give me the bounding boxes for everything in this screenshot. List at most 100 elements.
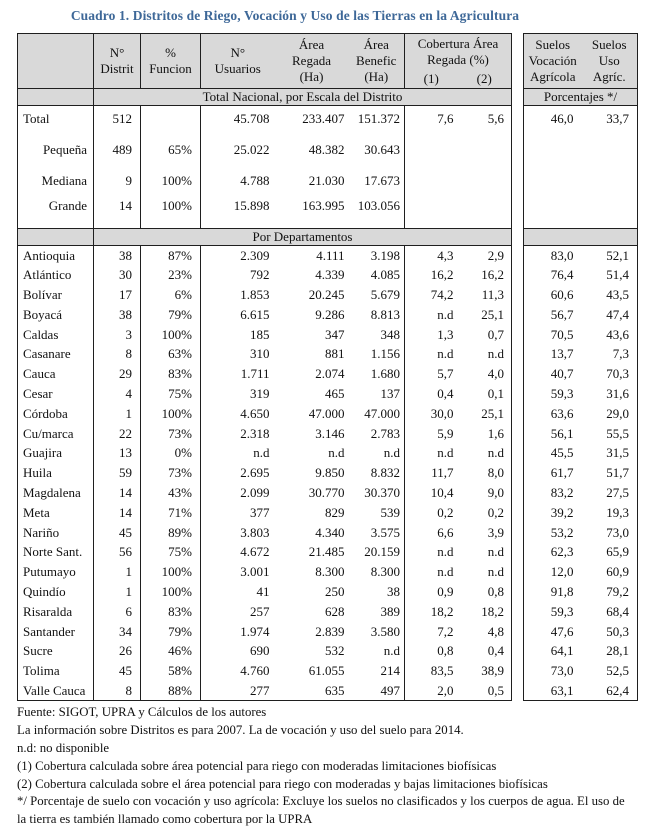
cobertura-subheaders: (1) (2): [405, 71, 511, 87]
area-beneficiada-cell: 214: [348, 661, 405, 682]
department-row: Norte Sant. 56 75% 4.672 21.485 20.159 n.d n.d: [17, 542, 512, 563]
department-row: 76,4 51,4: [524, 265, 638, 285]
area-regada-cell: 250: [325, 584, 345, 600]
suelos-vocacion-cell: 56,1: [550, 425, 574, 441]
col-header-suelos-uso: Suelos Uso Agríc.: [581, 33, 638, 89]
usuarios-cell: 792: [250, 267, 270, 283]
area-beneficiada-cell: 1.156: [348, 344, 405, 365]
footnote-asterisk: */ Porcentaje de suelo con vocación y us…: [17, 794, 625, 827]
national-row: Total 512 45.708 233.407 151.372 7,6 5,6: [17, 105, 512, 133]
department-row: Cu/marca 22 73% 2.318 3.146 2.783 5,9 1,6: [17, 423, 512, 444]
cobertura-2-cell: 1,6: [487, 425, 504, 441]
department-row: 45,5 31,5: [524, 443, 638, 463]
suelos-uso-cell: 7,3: [612, 346, 629, 362]
suelos-uso-cell: 68,4: [606, 603, 629, 619]
area-regada-cell: 4.111: [316, 247, 345, 263]
area-regada-cell: 4.340: [315, 524, 345, 540]
cobertura-2-cell: 0,7: [487, 326, 504, 342]
area-regada-cell: 532: [325, 643, 345, 659]
area-regada-cell: 9.850: [315, 465, 345, 481]
area-beneficiada-cell: 389: [348, 601, 405, 622]
row-label: Mediana: [17, 166, 94, 196]
distritos-cell: 1: [93, 582, 141, 602]
row-label: Cauca: [17, 364, 94, 385]
national-row: [524, 133, 638, 167]
section-title-departamentos: Por Departamentos: [93, 228, 512, 246]
usuarios-cell: 310: [250, 346, 270, 362]
national-row: [524, 167, 638, 196]
area-beneficiada-cell: 151.372: [348, 105, 405, 133]
suelos-uso-cell: 55,5: [606, 425, 629, 441]
funcionamiento-cell: [140, 215, 201, 229]
distritos-cell: 59: [93, 463, 141, 484]
area-regada-cell: 9.286: [315, 306, 345, 322]
department-row: 53,2 73,0: [524, 523, 638, 543]
cobertura-2-cell: 0,1: [487, 386, 504, 402]
national-row: Mediana 9 100% 4.788 21.030 17.673: [17, 166, 512, 196]
footnote-years: La información sobre Distritos es para 2…: [17, 723, 464, 738]
area-regada-cell: 628: [325, 603, 345, 619]
funcionamiento-cell: 88%: [140, 681, 201, 701]
suelos-vocacion-cell: 56,7: [550, 306, 574, 322]
department-row: 12,0 60,9: [524, 562, 638, 582]
area-beneficiada-cell: 47.000: [348, 403, 405, 424]
cobertura-1-cell: [405, 216, 458, 229]
department-row: Magdalena 14 43% 2.099 30.770 30.370 10,4 9,0: [17, 483, 512, 503]
cobertura-2-cell: 38,9: [481, 663, 504, 679]
cobertura-2-cell: 0,2: [487, 504, 504, 520]
row-label: Nariño: [17, 522, 94, 543]
area-beneficiada-cell: 3.575: [348, 522, 405, 543]
suelos-uso-cell: [582, 133, 638, 167]
suelos-vocacion-cell: 73,0: [550, 663, 574, 679]
usuarios-cell: [201, 216, 275, 229]
area-regada-cell: 30.770: [308, 485, 345, 501]
distritos-cell: 14: [93, 483, 141, 503]
section-row-nacional: Total Nacional, por Escala del Distrito: [17, 88, 512, 106]
area-regada-cell: 2.839: [315, 623, 345, 639]
area-beneficiada-cell: 3.580: [348, 621, 405, 642]
suelos-uso-cell: 51,4: [606, 267, 629, 283]
col-header-area-beneficiada: Área Benefic (Ha): [348, 33, 405, 89]
department-row: Quindío 1 100% 41 250 38 0,9 0,8: [17, 582, 512, 602]
cobertura-1-cell: 0,9: [437, 584, 454, 600]
suelos-uso-cell: [582, 167, 638, 196]
row-label: Sucre: [17, 641, 94, 662]
col-header-area-regada: Área Regada (Ha): [274, 33, 349, 89]
funcionamiento-cell: 0%: [140, 443, 201, 464]
row-label-header: [17, 33, 94, 89]
suelos-vocacion-cell: 76,4: [550, 267, 574, 283]
area-beneficiada-cell: n.d: [348, 641, 405, 662]
distritos-cell: 1: [93, 403, 141, 424]
funcionamiento-cell: 65%: [140, 132, 201, 167]
suelos-vocacion-cell: 62,3: [550, 544, 574, 560]
cobertura-1-cell: 2,0: [437, 682, 454, 698]
cobertura-2-cell: n.d: [487, 564, 504, 580]
cobertura-1-cell: 0,2: [437, 504, 454, 520]
area-regada-cell: 48.382: [308, 141, 345, 157]
area-beneficiada-cell: [348, 215, 405, 229]
funcionamiento-cell: 6%: [140, 285, 201, 305]
usuarios-cell: n.d: [253, 445, 270, 461]
row-label: Putumayo: [17, 562, 94, 583]
funcionamiento-cell: 100%: [140, 166, 201, 196]
funcionamiento-cell: 46%: [140, 641, 201, 662]
usuarios-cell: 185: [250, 326, 270, 342]
area-regada-cell: 635: [325, 682, 345, 698]
area-beneficiada-cell: 30.370: [348, 483, 405, 503]
cobertura-1-cell: [405, 167, 458, 196]
department-row: 83,2 27,5: [524, 483, 638, 503]
area-regada-cell: 8.300: [315, 564, 345, 580]
department-row: Putumayo 1 100% 3.001 8.300 8.300 n.d n.d: [17, 562, 512, 583]
department-row: Córdoba 1 100% 4.650 47.000 47.000 30,0 25,1: [17, 403, 512, 424]
department-row: Cesar 4 75% 319 465 137 0,4 0,1: [17, 384, 512, 404]
suelos-uso-cell: 65,9: [606, 544, 629, 560]
row-label: Meta: [17, 502, 94, 523]
usuarios-cell: 45.708: [233, 111, 270, 127]
department-row: Valle Cauca 8 88% 277 635 497 2,0 0,5: [17, 681, 512, 701]
suelos-vocacion-cell: 40,7: [550, 366, 574, 382]
department-row: 13,7 7,3: [524, 344, 638, 364]
department-row: Cauca 29 83% 1.711 2.074 1.680 5,7 4,0: [17, 364, 512, 385]
department-row: Risaralda 6 83% 257 628 389 18,2 18,2: [17, 601, 512, 622]
row-label: Caldas: [17, 324, 94, 345]
cobertura-2-cell: n.d: [487, 346, 504, 362]
